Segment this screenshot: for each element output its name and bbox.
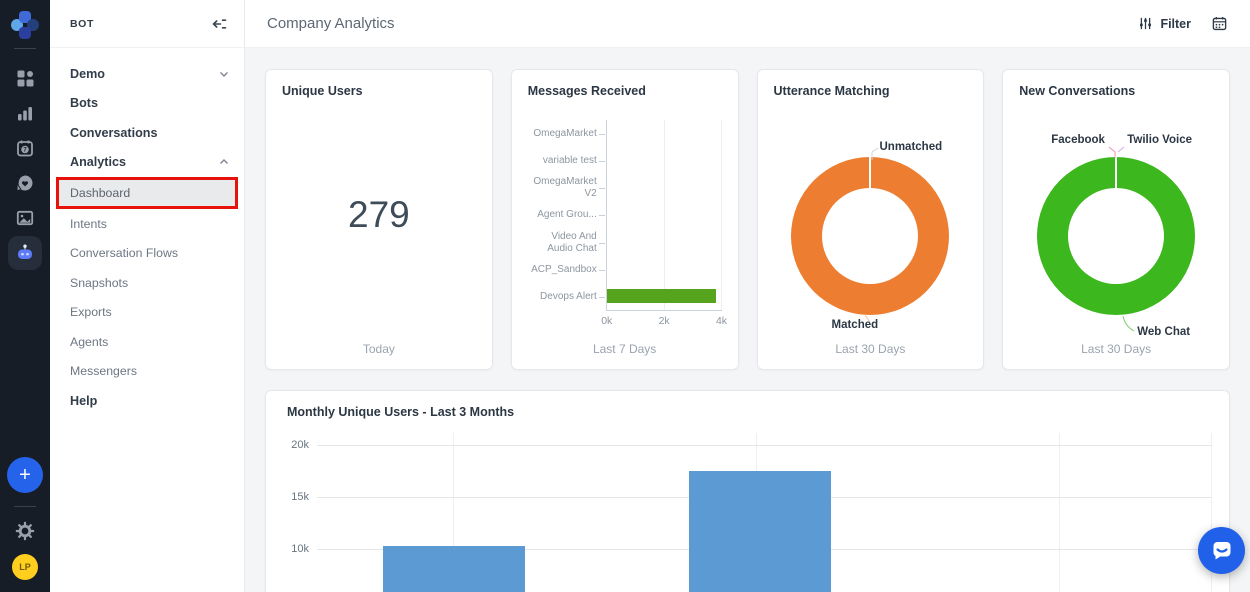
page-title: Company Analytics xyxy=(267,15,395,32)
monthly-unique-users-card: Monthly Unique Users - Last 3 Months 20k… xyxy=(265,390,1230,592)
sidebar-item-snapshots[interactable]: Snapshots xyxy=(70,275,129,290)
sidebar-menu: Demo Bots Conversations Analytics Dashbo… xyxy=(50,48,244,416)
category-label: Agent Grou... xyxy=(524,202,606,229)
filter-sliders-icon xyxy=(1140,17,1152,30)
divider xyxy=(14,506,36,507)
chevron-up-icon xyxy=(218,156,230,168)
main-area: Company Analytics Filter Unique Users 27… xyxy=(245,0,1250,592)
dashboard-content: Unique Users 279 Today Messages Received… xyxy=(245,48,1250,592)
unique-users-value: 279 xyxy=(348,193,410,235)
sidebar-item-help[interactable]: Help xyxy=(70,393,98,408)
gear-icon[interactable] xyxy=(14,520,36,542)
sidebar-item-dashboard[interactable]: Dashboard xyxy=(56,177,238,209)
bot-icon[interactable] xyxy=(8,236,42,270)
y-tick: 15k xyxy=(291,491,309,503)
chat-bubble-icon xyxy=(1213,541,1230,559)
media-icon[interactable] xyxy=(8,201,42,235)
y-tick: 10k xyxy=(291,543,309,555)
sidebar-item-conversations[interactable]: Conversations xyxy=(70,125,158,140)
monthly-bar xyxy=(383,545,525,592)
card-title: Utterance Matching xyxy=(773,84,890,98)
card-title: Messages Received xyxy=(527,84,646,98)
card-caption: Last 7 Days xyxy=(592,342,657,356)
slice-label-matched: Matched xyxy=(831,319,879,331)
card-title: Monthly Unique Users - Last 3 Months xyxy=(287,405,515,419)
sidebar-item-bots[interactable]: Bots xyxy=(70,96,98,111)
monthly-bar-chart: 20k 15k 10k xyxy=(291,433,1212,592)
new-conversations-card: New Conversations Facebook Twilio Voice … xyxy=(1002,69,1230,370)
y-tick: 20k xyxy=(291,439,309,451)
x-tick: 0k xyxy=(601,315,613,327)
category-label: variable test xyxy=(524,147,606,174)
support-chat-icon[interactable] xyxy=(8,166,42,200)
calendar-icon xyxy=(1212,16,1227,31)
category-label: OmegaMarket xyxy=(524,120,606,147)
utterance-donut-chart xyxy=(791,157,950,315)
sidebar: BOT Demo Bots Conversations Analytics Da… xyxy=(50,0,245,592)
card-title: Unique Users xyxy=(282,84,363,98)
card-caption: Last 30 Days xyxy=(1081,342,1152,356)
card-title: New Conversations xyxy=(1019,84,1136,98)
collapse-sidebar-icon[interactable] xyxy=(210,15,228,33)
card-caption: Today xyxy=(362,342,395,356)
svg-text:7: 7 xyxy=(23,148,27,154)
topbar: Company Analytics Filter xyxy=(245,0,1250,48)
slice-label-twilio-voice: Twilio Voice xyxy=(1127,134,1192,146)
sidebar-item-conversation-flows[interactable]: Conversation Flows xyxy=(70,246,178,261)
gridline xyxy=(317,445,1212,446)
date-range-button[interactable] xyxy=(1211,15,1228,32)
user-avatar[interactable]: LP xyxy=(12,554,38,580)
slice-label-web-chat: Web Chat xyxy=(1137,326,1191,338)
bot-name-label: BOT xyxy=(70,17,94,30)
category-label: OmegaMarket V2 xyxy=(524,175,606,202)
app-logo-icon[interactable] xyxy=(11,11,39,39)
slice-divider xyxy=(869,157,872,188)
dashboard-icon[interactable] xyxy=(8,61,42,95)
sidebar-item-intents[interactable]: Intents xyxy=(70,216,107,231)
chevron-down-icon xyxy=(218,68,230,80)
x-tick: 4k xyxy=(715,315,728,327)
analytics-icon[interactable] xyxy=(8,96,42,130)
sidebar-item-demo[interactable]: Demo xyxy=(50,59,244,89)
category-label: Video And Audio Chat xyxy=(524,229,606,256)
category-label: ACP_Sandbox xyxy=(524,256,606,283)
utterance-matching-card: Utterance Matching Unmatched Matched Las… xyxy=(756,69,985,370)
slice-label-unmatched: Unmatched xyxy=(879,141,943,153)
add-button[interactable]: + xyxy=(7,457,43,493)
filter-button[interactable]: Filter xyxy=(1138,16,1191,31)
sidebar-item-exports[interactable]: Exports xyxy=(70,305,112,320)
messages-bar-chart: OmegaMarket variable test OmegaMarket V2… xyxy=(524,120,727,327)
category-label: Devops Alert xyxy=(524,284,606,311)
slice-divider xyxy=(1115,157,1118,188)
monthly-bar xyxy=(689,471,831,592)
sidebar-item-messengers[interactable]: Messengers xyxy=(70,364,137,379)
x-tick: 2k xyxy=(658,315,670,327)
icon-rail: 7 + LP xyxy=(0,0,50,592)
conversations-donut-chart xyxy=(1037,157,1196,315)
gridline xyxy=(453,433,455,592)
card-caption: Last 30 Days xyxy=(835,342,906,356)
sidebar-item-agents[interactable]: Agents xyxy=(70,334,109,349)
messages-received-card: Messages Received OmegaMarket variable t… xyxy=(510,69,739,370)
chat-launcher-button[interactable] xyxy=(1198,527,1245,574)
gridline xyxy=(1058,433,1060,592)
unique-users-card: Unique Users 279 Today xyxy=(265,69,493,370)
calendar-icon[interactable]: 7 xyxy=(8,131,42,165)
messages-bar xyxy=(606,289,716,304)
slice-label-facebook: Facebook xyxy=(1051,134,1105,146)
gridline xyxy=(720,120,722,310)
gridline xyxy=(1211,433,1212,592)
gridline xyxy=(664,120,666,310)
divider xyxy=(14,48,36,49)
sidebar-item-analytics[interactable]: Analytics xyxy=(50,148,244,178)
